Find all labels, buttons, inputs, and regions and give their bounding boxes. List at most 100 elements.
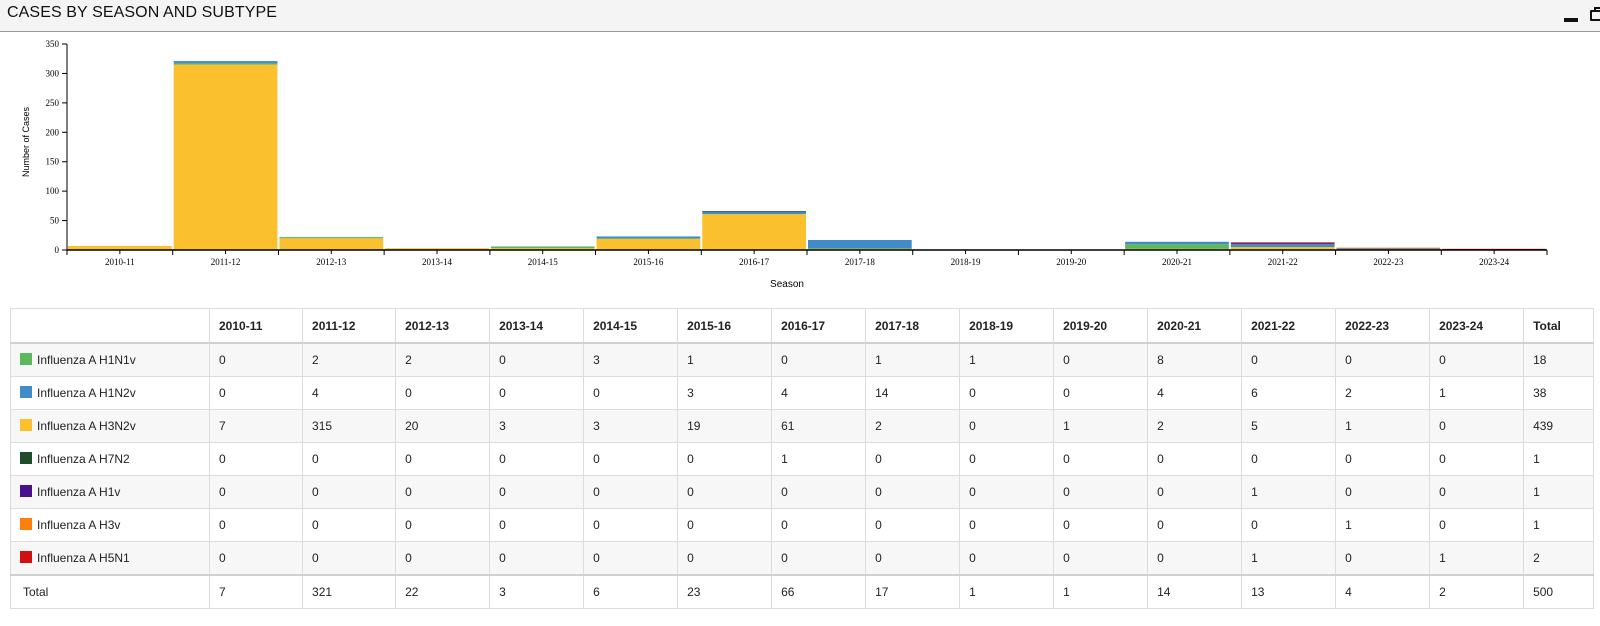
- table-row: Influenza A H1N1v 0 2 2 0 3 1 0 1 1 0 8 0 0 0 18: [10, 342, 1594, 377]
- table-season-header: 2013-14: [489, 308, 585, 344]
- column-total-cell: 1: [1053, 574, 1149, 609]
- table-cell: 1: [1429, 376, 1525, 410]
- bar-segment: [173, 64, 278, 250]
- table-cell: 2: [1335, 376, 1431, 410]
- table-cell: 0: [959, 541, 1055, 576]
- table-cell: 0: [302, 475, 397, 509]
- subtype-name: Influenza A H1N2v: [37, 386, 136, 400]
- table-season-header: 2015-16: [677, 308, 773, 344]
- panel-header: CASES BY SEASON AND SUBTYPE: [0, 0, 1600, 32]
- x-tick-label: 2016-17: [739, 257, 769, 267]
- table-cell: 0: [583, 376, 679, 410]
- table-cell: 1: [1053, 409, 1149, 443]
- table-cell: 1: [1241, 475, 1337, 509]
- bar-segment: [596, 238, 701, 250]
- row-total-cell: 38: [1523, 376, 1594, 410]
- table-season-header: 2016-17: [771, 308, 867, 344]
- subtype-name-cell: Influenza A H3N2v: [10, 409, 210, 443]
- table-cell: 0: [489, 508, 585, 542]
- table-season-header: 2023-24: [1429, 308, 1525, 344]
- y-tick-label: 100: [46, 186, 60, 196]
- table-cell: 0: [395, 376, 491, 410]
- column-total-cell: 1: [959, 574, 1055, 609]
- y-tick-label: 0: [55, 245, 60, 255]
- table-cell: 0: [302, 442, 397, 476]
- subtype-name-cell: Influenza A H3v: [10, 508, 210, 542]
- table-cell: 1: [1429, 541, 1525, 576]
- table-season-header: 2017-18: [865, 308, 961, 344]
- table-cell: 0: [1053, 442, 1149, 476]
- subtype-name: Influenza A H3v: [37, 518, 121, 532]
- table-cell: 0: [1429, 409, 1525, 443]
- table-cell: 0: [208, 541, 304, 576]
- bar-segment: [702, 214, 806, 250]
- table-cell: 1: [1335, 508, 1431, 542]
- x-tick-label: 2018-19: [951, 257, 981, 267]
- table-cell: 0: [771, 541, 867, 576]
- bar-segment: [1125, 244, 1229, 249]
- table-cell: 3: [583, 342, 679, 377]
- y-tick-label: 350: [46, 39, 60, 49]
- bar-segment: [490, 248, 595, 250]
- row-total-cell: 2: [1523, 541, 1594, 576]
- minimize-icon[interactable]: [1564, 18, 1578, 22]
- subtype-name-cell: Influenza A H1v: [10, 475, 210, 509]
- table-cell: 0: [1335, 475, 1431, 509]
- table-cell: 0: [395, 541, 491, 576]
- table-season-header: 2014-15: [583, 308, 679, 344]
- column-total-cell: 2: [1429, 574, 1525, 609]
- table-cell: 0: [677, 475, 773, 509]
- row-total-cell: 1: [1523, 442, 1594, 476]
- legend-swatch: [20, 353, 32, 365]
- bar-segment: [279, 237, 384, 239]
- table-cell: 0: [489, 442, 585, 476]
- table-cell: 0: [1241, 442, 1337, 476]
- table-cell: 0: [959, 376, 1055, 410]
- table-cell: 7: [208, 409, 304, 443]
- table-row: Influenza A H1N2v 0 4 0 0 0 3 4 14 0 0 4 6 2 1 38: [10, 376, 1594, 410]
- x-tick-label: 2022-23: [1373, 257, 1403, 267]
- x-tick-label: 2021-22: [1268, 257, 1298, 267]
- table-cell: 0: [302, 541, 397, 576]
- subtype-name: Influenza A H1v: [37, 485, 121, 499]
- table-season-header: 2020-21: [1147, 308, 1243, 344]
- column-total-cell: 3: [489, 574, 585, 609]
- table-corner-cell: [10, 308, 210, 344]
- panel-title: CASES BY SEASON AND SUBTYPE: [7, 4, 278, 21]
- x-tick-label: 2013-14: [422, 257, 452, 267]
- restore-icon[interactable]: [1590, 7, 1600, 21]
- bar-segment: [1336, 247, 1441, 249]
- table-total-row: Total 7 321 22 3 6 23 66 17 1 1 14 13 4 2 500: [10, 574, 1594, 609]
- table-cell: 1: [677, 342, 773, 377]
- row-total-cell: 439: [1523, 409, 1594, 443]
- column-total-cell: 22: [395, 574, 491, 609]
- y-tick-label: 50: [50, 216, 60, 226]
- table-cell: 20: [395, 409, 491, 443]
- table-cell: 4: [1147, 376, 1243, 410]
- table-season-header: 2018-19: [959, 308, 1055, 344]
- legend-swatch: [20, 518, 32, 530]
- table-cell: 0: [1429, 342, 1525, 377]
- bar-segment: [1230, 242, 1335, 244]
- table-cell: 1: [1335, 409, 1431, 443]
- bar-segment: [702, 211, 806, 215]
- table-season-header: 2019-20: [1053, 308, 1149, 344]
- table-cell: 1: [959, 342, 1055, 377]
- table-cell: 0: [771, 508, 867, 542]
- x-tick-label: 2012-13: [316, 257, 346, 267]
- table-row: Influenza A H5N1 0 0 0 0 0 0 0 0 0 0 0 1 0 1 2: [10, 541, 1594, 576]
- x-tick-label: 2017-18: [845, 257, 875, 267]
- row-total-cell: 1: [1523, 475, 1594, 509]
- table-row: Influenza A H3N2v 7 315 20 3 3 19 61 2 0 1 2 5 1 0 439: [10, 409, 1594, 443]
- stacked-bar-chart: 0 50 100 150 200 250 300 350 2010-11 2011-12 2012-…: [21, 39, 1548, 290]
- table-cell: 0: [583, 475, 679, 509]
- subtype-name-cell: Influenza A H7N2: [10, 442, 210, 476]
- table-season-header: 2010-11: [208, 308, 304, 344]
- table-cell: 6: [1241, 376, 1337, 410]
- grand-total-cell: 500: [1523, 574, 1594, 609]
- bar-segment: [702, 211, 806, 212]
- table-cell: 0: [1429, 442, 1525, 476]
- bar-segment: [173, 63, 278, 65]
- table-cell: 0: [208, 475, 304, 509]
- column-total-cell: 321: [302, 574, 397, 609]
